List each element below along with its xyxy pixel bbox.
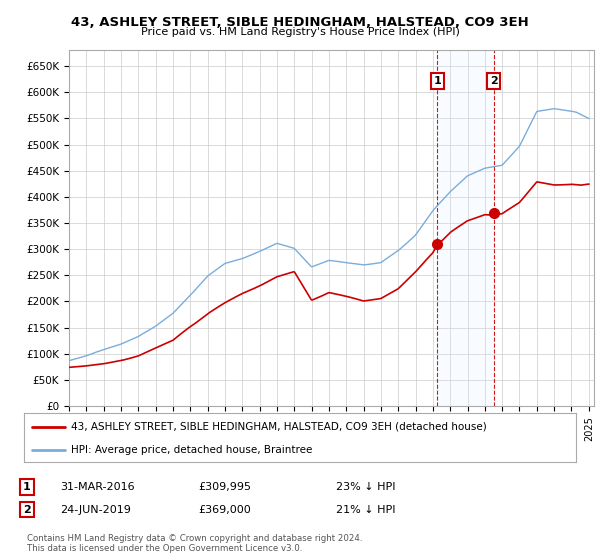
Text: £369,000: £369,000 <box>198 505 251 515</box>
Text: 2: 2 <box>23 505 31 515</box>
Text: 24-JUN-2019: 24-JUN-2019 <box>60 505 131 515</box>
Text: 21% ↓ HPI: 21% ↓ HPI <box>336 505 395 515</box>
Text: 1: 1 <box>433 76 441 86</box>
Text: 31-MAR-2016: 31-MAR-2016 <box>60 482 134 492</box>
Text: HPI: Average price, detached house, Braintree: HPI: Average price, detached house, Brai… <box>71 445 312 455</box>
Text: Contains HM Land Registry data © Crown copyright and database right 2024.
This d: Contains HM Land Registry data © Crown c… <box>27 534 362 553</box>
Bar <box>437 50 494 406</box>
Text: 23% ↓ HPI: 23% ↓ HPI <box>336 482 395 492</box>
Text: 2: 2 <box>490 76 497 86</box>
Text: £309,995: £309,995 <box>198 482 251 492</box>
Text: Price paid vs. HM Land Registry's House Price Index (HPI): Price paid vs. HM Land Registry's House … <box>140 27 460 37</box>
Text: 43, ASHLEY STREET, SIBLE HEDINGHAM, HALSTEAD, CO9 3EH: 43, ASHLEY STREET, SIBLE HEDINGHAM, HALS… <box>71 16 529 29</box>
Text: 43, ASHLEY STREET, SIBLE HEDINGHAM, HALSTEAD, CO9 3EH (detached house): 43, ASHLEY STREET, SIBLE HEDINGHAM, HALS… <box>71 422 487 432</box>
Text: 1: 1 <box>23 482 31 492</box>
